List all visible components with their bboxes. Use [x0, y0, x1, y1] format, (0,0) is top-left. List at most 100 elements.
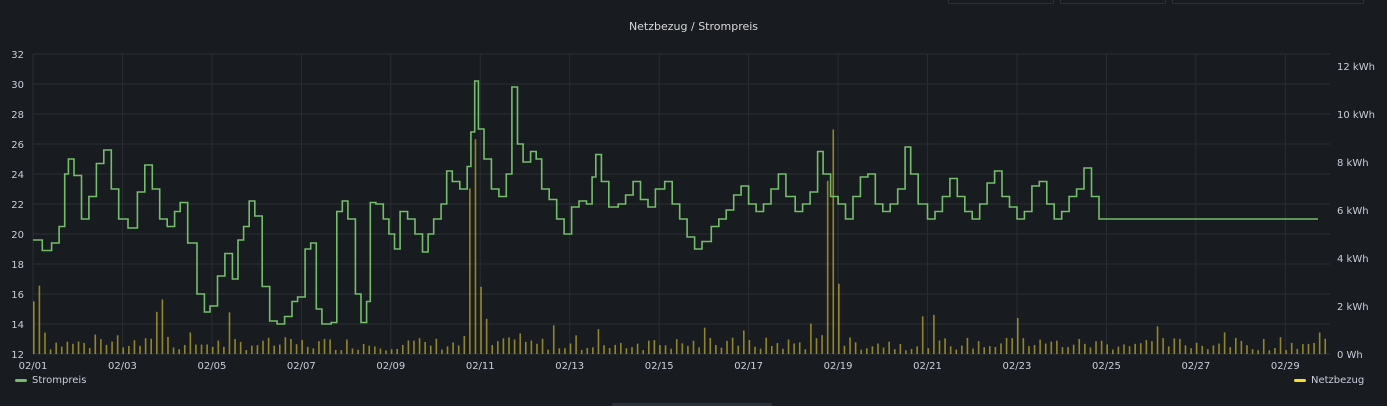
toolbar-button[interactable] — [1172, 0, 1364, 4]
netzbezug-bar — [709, 337, 712, 354]
netzbezug-bar — [765, 337, 767, 354]
netzbezug-bar — [278, 344, 281, 354]
netzbezug-bar — [910, 349, 913, 354]
y-right-tick-label: 6 kWh — [1337, 206, 1369, 217]
netzbezug-bar — [33, 301, 35, 354]
netzbezug-bar — [1128, 346, 1131, 354]
netzbezug-bar — [1022, 338, 1025, 354]
netzbezug-bar — [167, 336, 169, 354]
netzbezug-bar — [1251, 349, 1254, 354]
netzbezug-bar — [262, 340, 264, 354]
netzbezug-bar — [1011, 338, 1013, 354]
netzbezug-bar — [1072, 344, 1075, 354]
netzbezug-bar — [1212, 345, 1215, 354]
netzbezug-bar — [485, 318, 488, 354]
netzbezug-bar — [407, 340, 410, 354]
netzbezug-bar — [469, 188, 471, 354]
y-axis-right: 0 Wh 2 kWh 4 kWh 6 kWh 8 kWh 10 kWh 12 kWh — [1337, 62, 1375, 361]
netzbezug-bar — [55, 342, 57, 354]
netzbezug-bar — [597, 329, 600, 354]
netzbezug-bar — [1078, 338, 1081, 354]
netzbezug-bar — [659, 345, 661, 354]
y-left-tick-label: 14 — [11, 320, 24, 331]
netzbezug-bar — [379, 348, 382, 354]
x-tick-label: 02/17 — [734, 361, 763, 372]
y-right-tick-label: 4 kWh — [1337, 254, 1369, 265]
toolbar-button[interactable] — [948, 0, 1054, 4]
y-right-tick-label: 2 kWh — [1337, 302, 1369, 313]
y-left-tick-label: 16 — [11, 290, 24, 301]
netzbezug-bar — [698, 347, 700, 354]
netzbezug-bar — [731, 337, 734, 354]
netzbezug-bar — [558, 348, 561, 354]
netzbezug-bar — [116, 335, 119, 354]
netzbezug-bar — [1268, 350, 1271, 354]
netzbezug-bar — [642, 350, 644, 354]
netzbezug-bar — [608, 348, 611, 354]
netzbezug-bar — [362, 343, 365, 354]
netzbezug-bar — [1262, 338, 1265, 354]
netzbezug-bar — [1279, 337, 1282, 354]
netzbezug-bar — [1134, 343, 1136, 354]
x-tick-label: 02/23 — [1003, 361, 1032, 372]
netzbezug-bar — [955, 349, 958, 354]
netzbezug-bar — [502, 338, 505, 354]
netzbezug-bar — [396, 348, 398, 354]
netzbezug-bar — [1000, 343, 1002, 354]
netzbezug-bar — [1290, 342, 1293, 354]
netzbezug-bar — [787, 339, 790, 354]
netzbezug-bar — [251, 345, 253, 354]
netzbezug-bar — [989, 346, 991, 354]
netzbezug-bar — [961, 345, 963, 354]
strompreis-line — [33, 80, 1318, 325]
netzbezug-bar — [491, 344, 494, 354]
netzbezug-bar — [1223, 332, 1226, 354]
netzbezug-bar — [977, 341, 980, 354]
netzbezug-bar — [893, 349, 896, 354]
netzbezug-bar — [150, 338, 153, 354]
netzbezug-bar — [1313, 342, 1315, 354]
netzbezug-bar — [273, 345, 275, 354]
netzbezug-bar — [1111, 349, 1114, 354]
y-right-tick-label: 8 kWh — [1337, 158, 1369, 169]
netzbezug-bar — [871, 346, 874, 354]
netzbezug-bar — [340, 350, 343, 354]
netzbezug-bar — [223, 346, 225, 354]
netzbezug-bar — [541, 338, 544, 354]
netzbezug-bar — [1167, 346, 1170, 354]
netzbezug-bar — [664, 345, 667, 354]
x-tick-label: 02/19 — [824, 361, 853, 372]
netzbezug-bar — [323, 338, 326, 354]
netzbezug-bars — [33, 129, 1327, 354]
netzbezug-bar — [105, 344, 108, 354]
netzbezug-bar — [413, 340, 415, 354]
y-left-tick-label: 26 — [11, 140, 24, 151]
netzbezug-bar — [1173, 338, 1176, 354]
y-left-tick-label: 20 — [11, 230, 24, 241]
netzbezug-bar — [1095, 341, 1097, 354]
netzbezug-bar — [83, 343, 85, 354]
netzbezug-bar — [1162, 338, 1164, 354]
netzbezug-bar — [351, 348, 354, 354]
netzbezug-bar — [128, 346, 130, 354]
netzbezug-bar — [161, 299, 164, 354]
netzbezug-bar — [1234, 337, 1237, 354]
netzbezug-bar — [670, 348, 672, 354]
netzbezug-bar — [854, 342, 857, 354]
legend-strompreis[interactable]: Strompreis — [15, 375, 86, 386]
x-tick-label: 02/03 — [108, 361, 137, 372]
toolbar-button[interactable] — [1060, 0, 1166, 4]
scrollbar[interactable] — [612, 403, 772, 406]
netzbezug-bar — [580, 349, 583, 354]
netzbezug-bar — [1100, 340, 1103, 354]
netzbezug-bar — [994, 347, 997, 354]
netzbezug-bar — [88, 348, 91, 354]
netzbezug-bar — [1151, 341, 1153, 354]
netzbezug-bar — [245, 350, 248, 354]
netzbezug-bar — [474, 139, 477, 354]
netzbezug-bar — [1179, 338, 1181, 354]
legend-netzbezug[interactable]: Netzbezug — [1294, 375, 1364, 386]
netzbezug-bar — [189, 332, 192, 354]
netzbezug-bar — [1318, 332, 1321, 354]
netzbezug-bar — [1240, 340, 1243, 354]
